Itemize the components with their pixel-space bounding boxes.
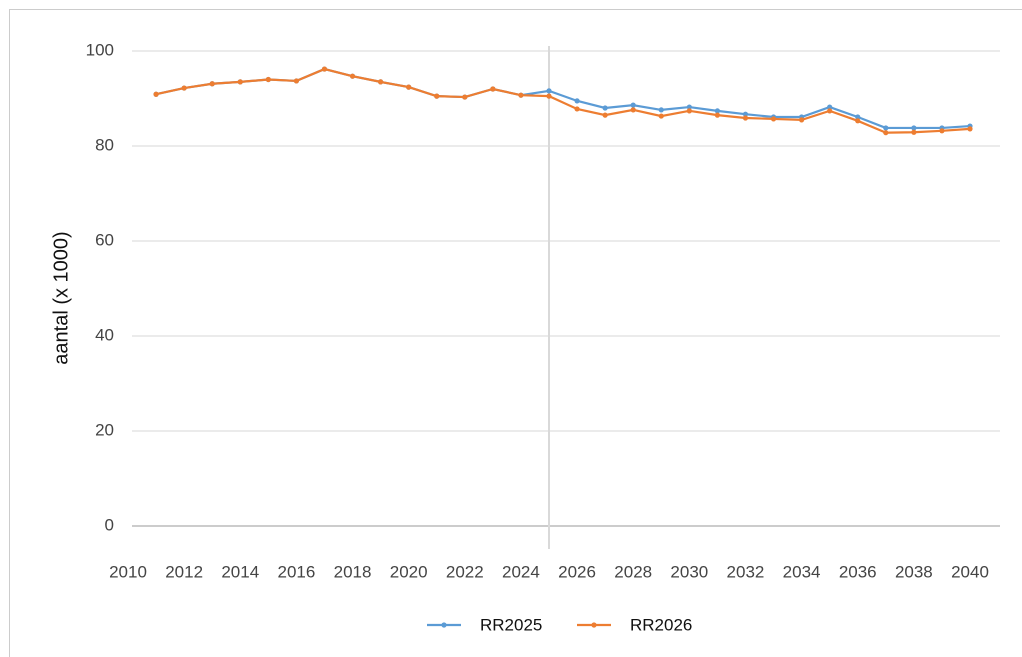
x-tick-label: 2032 [727,562,765,581]
point [574,106,580,112]
point [490,86,496,92]
frame [9,9,1022,657]
x-tick-label: 2036 [839,562,877,581]
point [630,102,636,108]
point [686,108,692,114]
point [658,107,664,113]
point [742,111,749,117]
point [349,73,356,79]
point [546,88,552,94]
series-line [155,67,971,130]
point [939,128,945,134]
point [714,112,721,118]
legend-label: RR2026 [630,615,692,634]
point [883,130,889,136]
x-tick-label: 2024 [502,562,540,581]
x-tick-label: 2016 [277,562,315,581]
point [883,125,889,131]
x-tick-label: 2038 [895,562,933,581]
y-tick-label: 80 [95,135,114,154]
y-axis-label: aantal (x 1000) [50,231,72,364]
point [742,115,749,121]
point [406,84,412,90]
point [827,108,833,114]
y-tick-label: 40 [95,325,114,344]
x-tick-label: 2030 [670,562,708,581]
x-tick-label: 2028 [614,562,652,581]
x-tick-label: 2010 [109,562,147,581]
y-tick-label: 0 [105,515,114,534]
point [518,92,524,98]
series-line [155,67,971,134]
point [967,126,973,132]
x-tick-label: 2026 [558,562,596,581]
y-tick-label: 20 [95,420,114,439]
point [911,125,917,131]
point [911,129,917,135]
legend-point [591,622,597,628]
x-tick-label: 2012 [165,562,203,581]
point [855,118,861,124]
legend-label: RR2025 [480,615,542,634]
point [574,98,580,104]
point [799,117,805,123]
legend-point [441,622,447,628]
point [546,93,552,99]
point [209,81,215,87]
point [855,114,861,120]
point [378,79,384,85]
point [770,116,777,122]
point [658,113,664,119]
point [630,107,636,113]
point [686,104,692,110]
y-tick-label: 100 [86,40,114,59]
point [321,66,328,72]
x-tick-label: 2034 [783,562,821,581]
x-tick-label: 2040 [951,562,989,581]
x-tick-label: 2018 [334,562,372,581]
point [265,76,271,83]
point [602,105,608,111]
y-tick-label: 60 [95,230,114,249]
point [153,91,159,97]
x-tick-label: 2020 [390,562,428,581]
point [462,94,468,100]
point [602,112,608,118]
point [293,78,299,84]
x-tick-label: 2022 [446,562,484,581]
point [181,85,187,91]
point [714,108,721,114]
point [827,104,833,110]
x-tick-label: 2014 [221,562,259,581]
point [434,93,440,99]
point [237,79,243,85]
